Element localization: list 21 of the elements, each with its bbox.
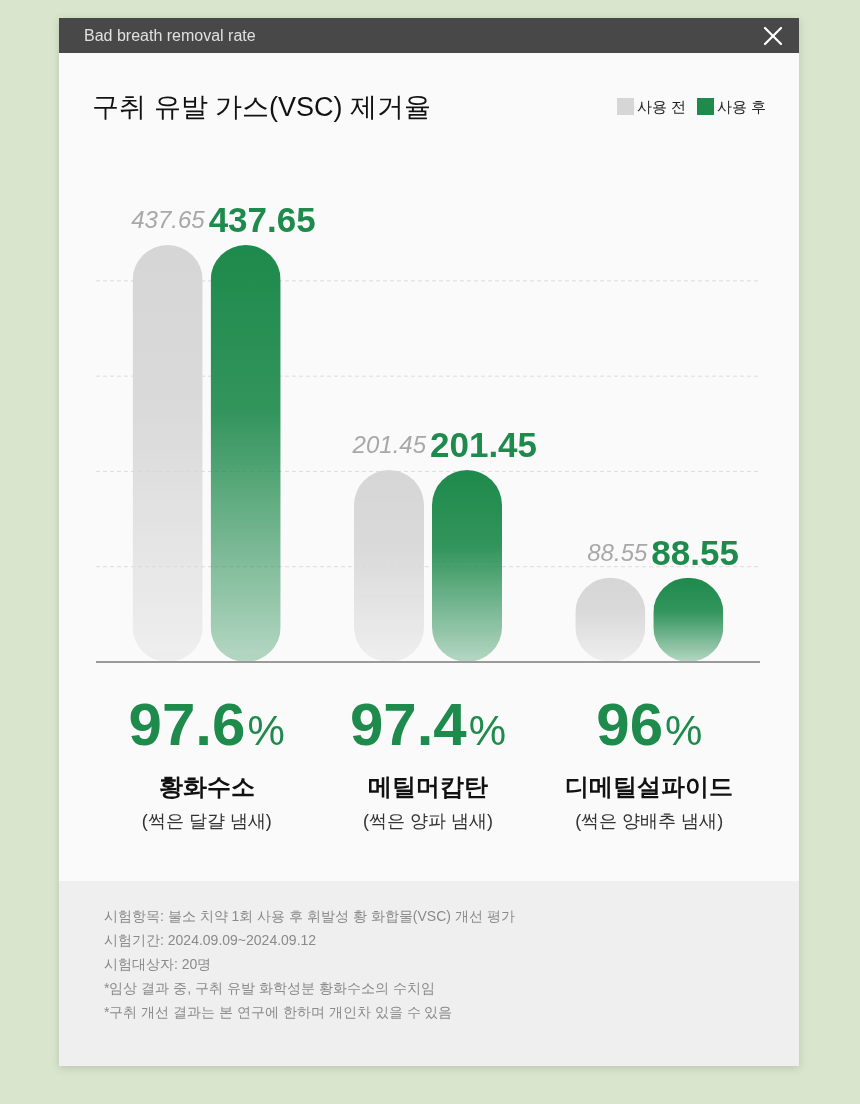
chart-subtitle: Bad breath removal rate	[84, 27, 256, 44]
data-label: 201.45	[430, 425, 538, 465]
data-label: 437.65	[208, 200, 316, 239]
x-tick-label: 디메틸설파이드 (썩은 양배추 냄새)	[565, 773, 734, 831]
legend-label: 사용 전	[637, 98, 687, 115]
chart-title: 구취 유발 가스(VSC) 제거율	[92, 92, 432, 122]
text: 96%	[596, 691, 703, 758]
data-label: 88.55	[651, 532, 739, 572]
data-label: 88.55	[587, 538, 648, 566]
text: 시험대상자: 20명	[104, 956, 212, 972]
text: 시험기간: 2024.09.09~2024.09.12	[104, 932, 317, 948]
text: *구취 개선 결과는 본 연구에 한하며 개인차 있을 수 있음	[104, 1004, 453, 1020]
text: 시험항목: 불소 치약 1회 사용 후 휘발성 황 화합물(VSC) 개선 평가	[104, 908, 515, 924]
text: 97.6%	[128, 691, 285, 758]
text: *임상 결과 중, 구취 유발 화학성분 황화수소의 수치임	[104, 980, 435, 996]
text: 97.4%	[349, 691, 507, 758]
legend-label: 사용 후	[717, 98, 767, 115]
data-label: 437.65	[131, 206, 206, 233]
data-label: 201.45	[351, 431, 427, 459]
x-tick-label: 메틸머캅탄 (썩은 양파 냄새)	[363, 773, 493, 831]
x-tick-label: 황화수소 (썩은 달걀 냄새)	[141, 773, 272, 831]
